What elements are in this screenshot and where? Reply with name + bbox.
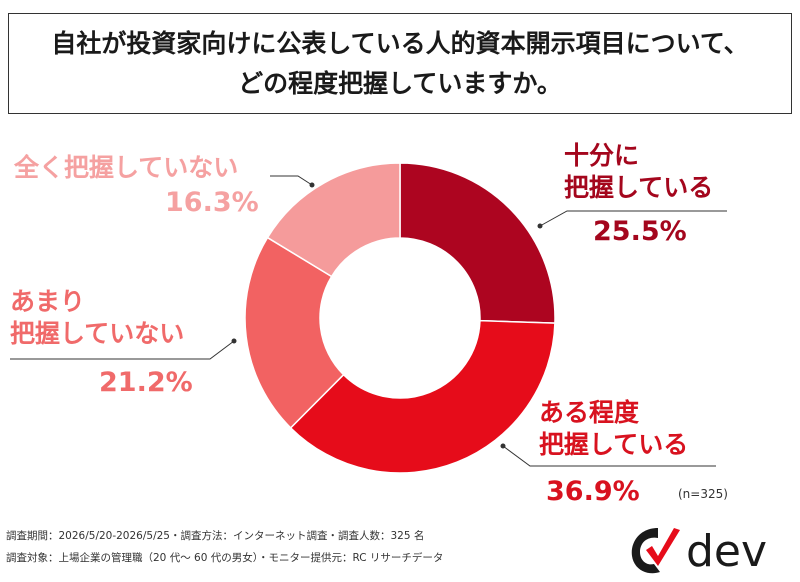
slice-label-line1: 十分に bbox=[564, 141, 640, 170]
leader-not-at-all bbox=[270, 175, 313, 186]
survey-note-line2: 調査対象：上場企業の管理職（20 代～ 60 代の男女）・モニター提供元：RC … bbox=[6, 552, 444, 564]
slice-label-line2: 把握している bbox=[539, 430, 689, 459]
slice-value-sufficient: 25.5% bbox=[593, 216, 687, 247]
title-line-1: 自社が投資家向けに公表している人的資本開示項目について、 bbox=[51, 28, 749, 58]
slice-label-line2: 把握している bbox=[564, 173, 714, 202]
survey-note-line1: 調査期間：2026/5/20-2026/5/25・調査方法：インターネット調査・… bbox=[6, 530, 425, 542]
leader-sufficient bbox=[539, 210, 727, 227]
slice-label-not-much: あまり 把握していない bbox=[10, 286, 184, 350]
slice-value-not-at-all: 16.3% bbox=[165, 187, 259, 218]
leader-somewhat-dot bbox=[500, 443, 506, 449]
slice-label-line1: あまり bbox=[10, 287, 86, 316]
chart-title: 自社が投資家向けに公表している人的資本開示項目について、 どの程度把握しています… bbox=[8, 13, 792, 114]
leader-sufficient-dot bbox=[537, 223, 543, 229]
slice-label-somewhat: ある程度 把握している bbox=[539, 397, 688, 461]
logo-check-icon bbox=[646, 528, 680, 566]
sample-size-label: (n=325) bbox=[678, 487, 728, 501]
slice-label-sufficient: 十分に 把握している bbox=[564, 140, 713, 204]
slice-label-line1: ある程度 bbox=[539, 398, 640, 427]
title-line-2: どの程度把握していますか。 bbox=[238, 68, 562, 98]
slice-somewhat bbox=[289, 319, 556, 474]
slice-value-somewhat: 36.9% bbox=[546, 476, 640, 507]
slice-label-line1: 全く把握していない bbox=[14, 153, 239, 182]
logo-text: dev bbox=[686, 526, 767, 577]
slice-not-at-all bbox=[266, 162, 401, 278]
slice-label-line2: 把握していない bbox=[10, 319, 185, 348]
leader-not-much-dot bbox=[231, 338, 237, 344]
dev-logo: dev bbox=[631, 526, 767, 577]
slice-not-much bbox=[244, 236, 345, 429]
slice-sufficient bbox=[399, 162, 556, 324]
slice-label-not-at-all: 全く把握していない bbox=[14, 152, 238, 184]
logo-mark bbox=[631, 528, 660, 574]
slice-value-not-much: 21.2% bbox=[99, 367, 193, 398]
leader-somewhat bbox=[502, 445, 716, 467]
leader-not-at-all-dot bbox=[309, 182, 315, 188]
leader-not-much bbox=[10, 340, 235, 360]
